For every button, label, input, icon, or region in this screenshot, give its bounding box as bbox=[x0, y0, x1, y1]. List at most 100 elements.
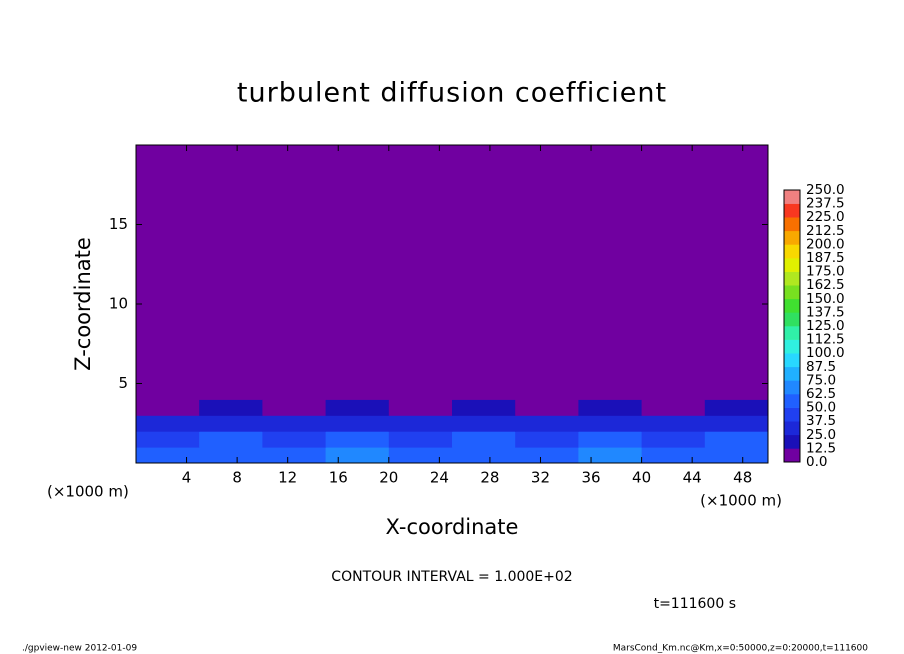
x-tick-label: 32 bbox=[531, 469, 550, 487]
cell bbox=[325, 415, 390, 432]
colorbar-segment bbox=[784, 271, 800, 286]
cell bbox=[641, 399, 706, 416]
cell bbox=[578, 399, 643, 416]
colorbar-segment bbox=[784, 244, 800, 259]
x-tick-label: 4 bbox=[182, 469, 192, 487]
cell bbox=[578, 447, 643, 464]
cell bbox=[262, 399, 327, 416]
cell bbox=[641, 431, 706, 448]
colorbar-label: 112.5 bbox=[806, 332, 845, 348]
cell bbox=[578, 431, 643, 448]
cell bbox=[199, 431, 263, 448]
y-tick-label: 5 bbox=[118, 374, 128, 392]
cell bbox=[388, 431, 453, 448]
cell bbox=[641, 447, 706, 464]
colorbar-frame bbox=[783, 189, 801, 463]
colorbar-label: 75.0 bbox=[806, 372, 836, 388]
footer-right: MarsCond_Km.nc@Km,x=0:50000,z=0:20000,t=… bbox=[613, 644, 868, 654]
x-tick-label: 16 bbox=[329, 469, 348, 487]
colorbar-label: 187.5 bbox=[806, 250, 845, 266]
colorbar-segment bbox=[784, 366, 800, 381]
colorbar-label: 87.5 bbox=[806, 359, 836, 375]
cell bbox=[578, 415, 643, 432]
contour-note: CONTOUR INTERVAL = 1.000E+02 bbox=[331, 569, 572, 585]
cell bbox=[262, 431, 327, 448]
cell bbox=[136, 431, 200, 448]
cell bbox=[452, 431, 516, 448]
cell bbox=[515, 415, 579, 432]
y-axis-label: Z-coordinate bbox=[71, 237, 95, 371]
colorbar-segment bbox=[784, 326, 800, 340]
colorbar-label: 100.0 bbox=[806, 345, 845, 361]
cell bbox=[136, 145, 200, 400]
cell bbox=[641, 415, 706, 432]
y-tick-label: 15 bbox=[109, 215, 128, 233]
colorbar-label: 250.0 bbox=[806, 182, 845, 198]
cell bbox=[325, 399, 390, 416]
x-axis-label: X-coordinate bbox=[386, 515, 519, 539]
cell bbox=[136, 415, 200, 432]
cell bbox=[325, 431, 390, 448]
colorbar-label: 175.0 bbox=[806, 264, 845, 280]
cell bbox=[262, 447, 327, 464]
cell bbox=[452, 145, 516, 400]
colorbar-label: 25.0 bbox=[806, 427, 836, 443]
colorbar-label: 162.5 bbox=[806, 277, 845, 293]
colorbar-label: 62.5 bbox=[806, 386, 836, 402]
colorbar-label: 225.0 bbox=[806, 209, 845, 225]
colorbar-segment bbox=[784, 285, 800, 300]
cell bbox=[641, 145, 706, 400]
cell bbox=[452, 399, 516, 416]
cell bbox=[704, 447, 769, 464]
cell bbox=[325, 145, 390, 400]
colorbar-label: 37.5 bbox=[806, 413, 836, 429]
y-unit: (×1000 m) bbox=[47, 483, 129, 501]
x-tick-label: 48 bbox=[733, 469, 752, 487]
x-tick-label: 8 bbox=[232, 469, 242, 487]
colorbar-label: 50.0 bbox=[806, 400, 836, 416]
colorbar-segment bbox=[784, 394, 800, 408]
x-tick-label: 28 bbox=[480, 469, 499, 487]
cell bbox=[136, 447, 200, 464]
colorbar-segment bbox=[784, 339, 800, 354]
cell bbox=[515, 447, 579, 464]
cell bbox=[262, 415, 327, 432]
cell bbox=[704, 431, 769, 448]
colorbar-segment bbox=[784, 380, 800, 395]
colorbar-segment bbox=[784, 407, 800, 422]
cell bbox=[388, 447, 453, 464]
colorbar-label: 237.5 bbox=[806, 196, 845, 212]
cell bbox=[704, 415, 769, 432]
colorbar-segment bbox=[784, 298, 800, 313]
x-tick-label: 36 bbox=[581, 469, 600, 487]
colorbar-label: 200.0 bbox=[806, 236, 845, 252]
colorbar-segment bbox=[784, 190, 800, 204]
x-tick-label: 44 bbox=[683, 469, 702, 487]
colorbar-label: 0.0 bbox=[806, 454, 827, 470]
footer-left: ./gpview-new 2012-01-09 bbox=[22, 644, 137, 654]
cell bbox=[262, 145, 327, 400]
cell bbox=[388, 399, 453, 416]
cell bbox=[388, 145, 453, 400]
y-tick-label: 10 bbox=[109, 295, 128, 313]
cell bbox=[388, 415, 453, 432]
colorbar-segment bbox=[784, 203, 800, 218]
colorbar-label: 125.0 bbox=[806, 318, 845, 334]
cell bbox=[515, 399, 579, 416]
cell bbox=[452, 447, 516, 464]
x-unit: (×1000 m) bbox=[700, 492, 782, 510]
cell bbox=[515, 145, 579, 400]
cell bbox=[199, 145, 263, 400]
colorbar-label: 150.0 bbox=[806, 291, 845, 307]
cell bbox=[515, 431, 579, 448]
cell bbox=[199, 399, 263, 416]
x-tick-label: 20 bbox=[379, 469, 398, 487]
cell bbox=[199, 447, 263, 464]
cell bbox=[136, 399, 200, 416]
colorbar-segment bbox=[784, 448, 800, 463]
cell bbox=[704, 145, 769, 400]
chart-title: turbulent diffusion coefficient bbox=[237, 78, 667, 109]
cell bbox=[578, 145, 643, 400]
colorbar-label: 12.5 bbox=[806, 440, 836, 456]
